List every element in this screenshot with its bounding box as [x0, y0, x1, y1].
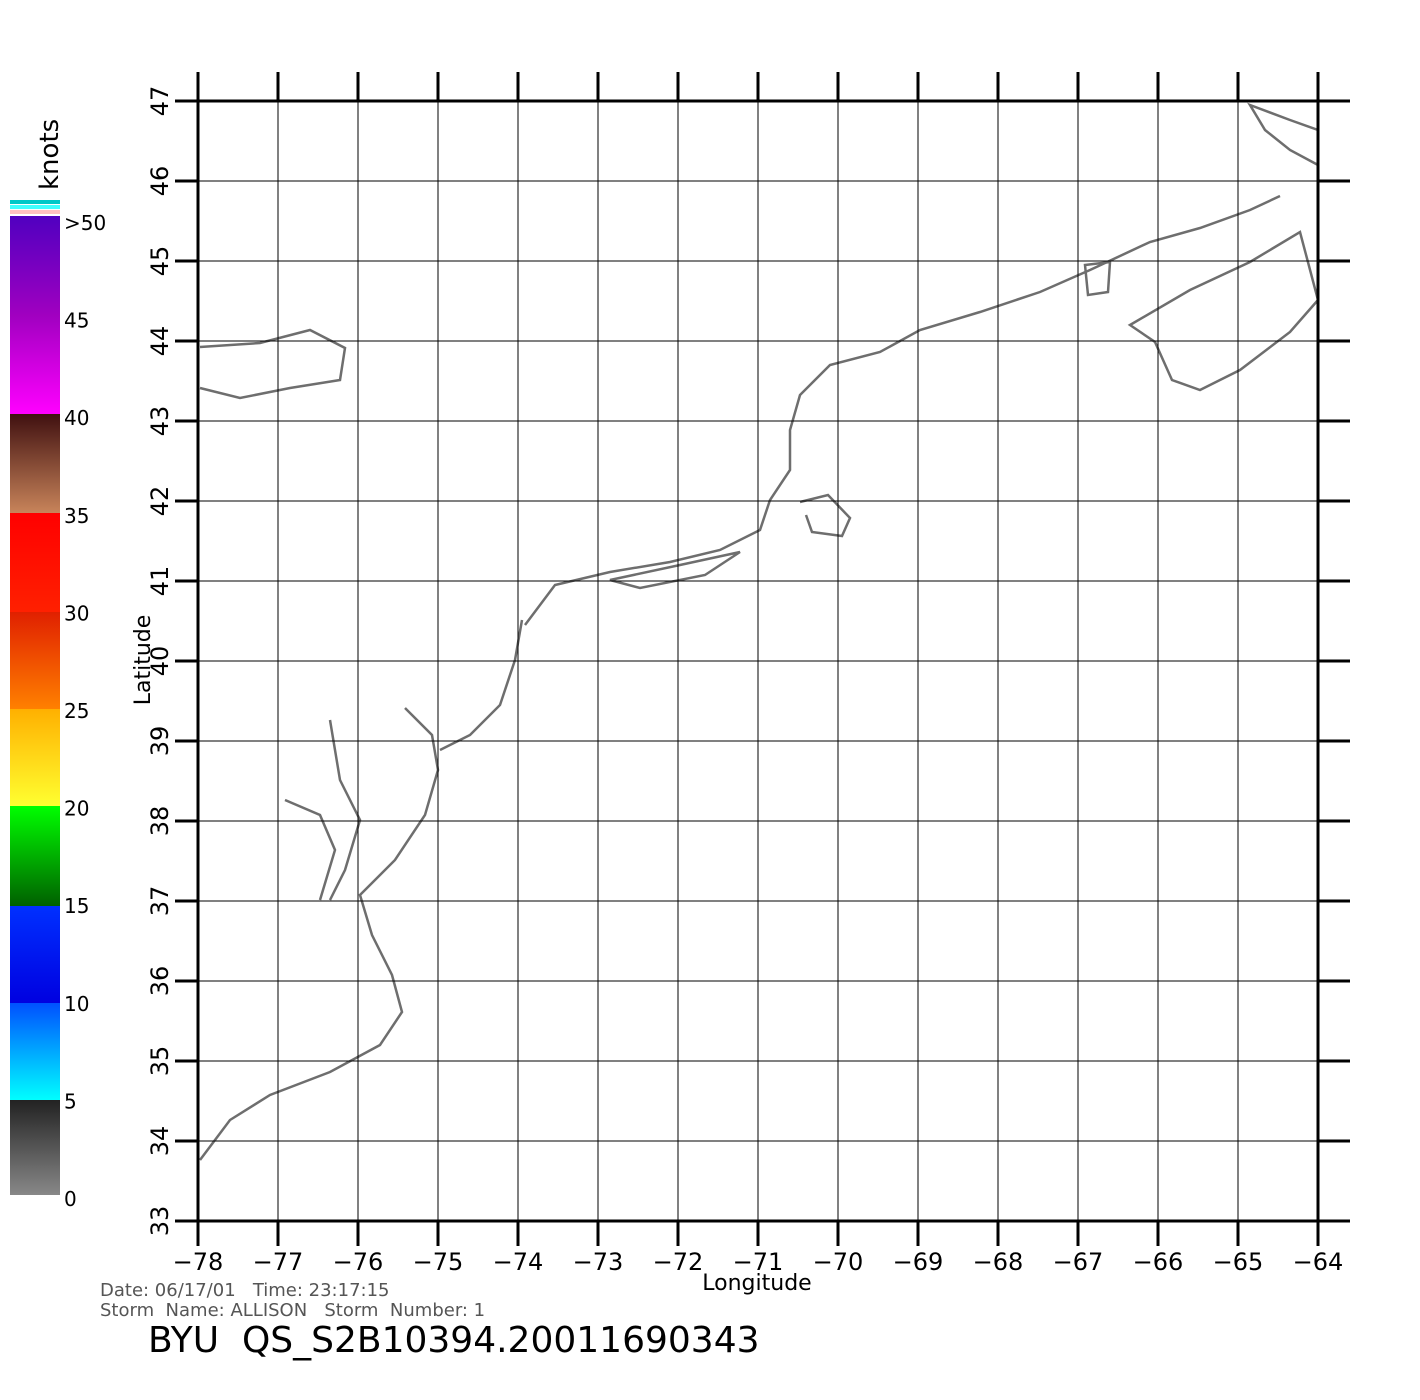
y-axis-label: Latitude — [131, 615, 156, 706]
y-tick-label: 42 — [146, 486, 174, 517]
y-tick-label: 36 — [146, 966, 174, 997]
colorbar-label: 35 — [64, 504, 89, 528]
y-tick-label: 38 — [146, 806, 174, 837]
x-tick-label: −67 — [1053, 1248, 1104, 1276]
colorbar-title: knots — [35, 119, 65, 190]
y-tick-label: 41 — [146, 566, 174, 597]
y-tick-label: 33 — [146, 1206, 174, 1237]
colorbar-label: >50 — [64, 211, 106, 235]
y-tick-label: 44 — [146, 326, 174, 357]
colorbar-label: 5 — [64, 1089, 77, 1113]
footer-date: Date: 06/17/01 Time: 23:17:15 — [100, 1280, 390, 1301]
x-tick-label: −76 — [333, 1248, 384, 1276]
x-tick-label: −71 — [733, 1248, 784, 1276]
y-tick-label: 39 — [146, 726, 174, 757]
colorbar-label: 40 — [64, 406, 89, 430]
colorbar-label: 45 — [64, 309, 89, 333]
x-tick-label: −78 — [173, 1248, 224, 1276]
x-tick-label: −68 — [973, 1248, 1024, 1276]
x-tick-label: −69 — [893, 1248, 944, 1276]
y-tick-label: 37 — [146, 886, 174, 917]
y-tick-label: 40 — [146, 646, 174, 677]
x-tick-label: −73 — [573, 1248, 624, 1276]
colorbar-label: 0 — [64, 1187, 77, 1211]
x-tick-label: −64 — [1293, 1248, 1344, 1276]
y-tick-label: 35 — [146, 1046, 174, 1077]
coastlines — [199, 102, 1320, 1161]
x-tick-label: −72 — [653, 1248, 704, 1276]
y-tick-label: 43 — [146, 406, 174, 437]
y-tick-label: 45 — [146, 246, 174, 277]
x-tick-label: −70 — [813, 1248, 864, 1276]
y-tick-label: 34 — [146, 1126, 174, 1157]
plot-frame — [196, 99, 1320, 1223]
colorbar-label: 10 — [64, 992, 89, 1016]
colorbar — [10, 200, 60, 1195]
colorbar-label: 20 — [64, 797, 89, 821]
x-tick-label: −66 — [1133, 1248, 1184, 1276]
colorbar-label: 30 — [64, 601, 89, 625]
y-tick-label: 46 — [146, 166, 174, 197]
x-axis-label: Longitude — [702, 1271, 811, 1296]
x-tick-label: −77 — [253, 1248, 304, 1276]
x-tick-label: −74 — [493, 1248, 544, 1276]
y-tick-label: 47 — [146, 86, 174, 117]
colorbar-label: 25 — [64, 699, 89, 723]
colorbar-label: 15 — [64, 894, 89, 918]
x-tick-label: −75 — [413, 1248, 464, 1276]
footer-storm: Storm Name: ALLISON Storm Number: 1 — [100, 1300, 485, 1321]
x-tick-label: −65 — [1213, 1248, 1264, 1276]
axes: −78 −77 −76 −75 −74 −73 −72 −71 −70 −69 −68 −67 −66 −… — [146, 72, 1350, 1276]
footer-file: BYU QS_S2B10394.20011690343 — [148, 1320, 760, 1361]
